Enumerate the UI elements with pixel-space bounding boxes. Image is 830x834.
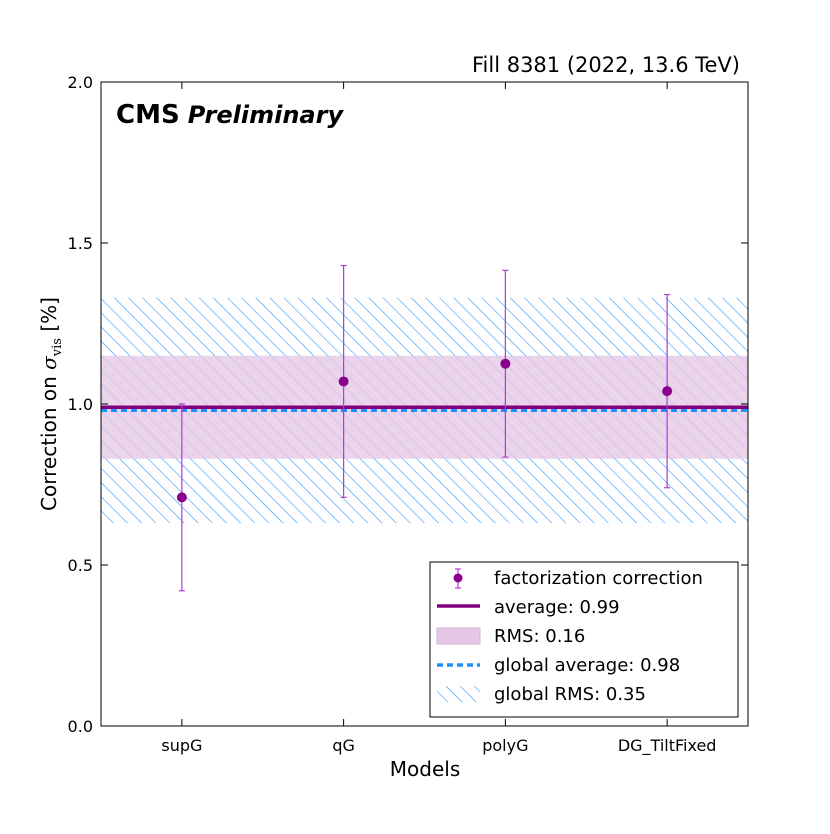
point-marker [500, 358, 511, 369]
point-marker [176, 492, 187, 503]
y-axis-title-suffix: [%] [37, 297, 61, 338]
legend-entry-global-average: global average: 0.98 [437, 655, 680, 676]
cms-label: CMS Preliminary [116, 100, 344, 130]
legend-point-symbol [453, 573, 463, 583]
legend-label-average: average: 0.99 [494, 597, 620, 618]
ticks-layer: 0.0 0.5 1.0 1.5 2.0 supG qG polyG DG_TiltFixed [68, 73, 748, 756]
legend-label-global-rms: global RMS: 0.35 [494, 684, 646, 705]
legend-entry-global-rms: global RMS: 0.35 [437, 684, 646, 705]
legend-label-factorization: factorization correction [494, 568, 703, 589]
legend-entry-factorization: factorization correction [453, 568, 703, 589]
data-point-qG [338, 264, 349, 498]
legend-entry-rms: RMS: 0.16 [436, 626, 585, 647]
y-tick-label: 1.0 [68, 395, 93, 414]
y-tick-label: 0.5 [68, 556, 93, 575]
point-marker [662, 386, 673, 397]
legend-box [429, 561, 739, 718]
data-point-supG [176, 403, 187, 592]
legend-rms-symbol [436, 627, 481, 645]
data-points-layer [176, 264, 673, 592]
data-point-polyG [500, 269, 511, 458]
legend: factorization correction average: 0.99 R… [429, 561, 739, 718]
point-marker [338, 376, 349, 387]
y-axis-title-prefix: Correction on [37, 370, 61, 511]
data-point-DG_TiltFixed [662, 293, 673, 489]
x-tick-label: qG [332, 736, 355, 755]
y-axis-title-symbol: σ [37, 355, 61, 370]
top-right-label: Fill 8381 (2022, 13.6 TeV) [472, 53, 740, 77]
x-tick-label: supG [161, 736, 202, 755]
x-axis-title: Models [390, 757, 460, 781]
legend-global-rms-symbol [437, 686, 480, 702]
y-axis-title-subscript: vis [50, 338, 65, 357]
legend-entry-average: average: 0.99 [437, 597, 620, 618]
cms-experiment: CMS [116, 100, 180, 130]
legend-label-global-average: global average: 0.98 [494, 655, 680, 676]
x-tick-label: DG_TiltFixed [618, 736, 717, 756]
y-tick-label: 0.0 [68, 717, 93, 736]
x-tick-label: polyG [482, 736, 528, 755]
y-axis-title: Correction on σvis [%] [37, 297, 65, 511]
y-tick-label: 1.5 [68, 234, 93, 253]
legend-label-rms: RMS: 0.16 [494, 626, 585, 647]
cms-status: Preliminary [188, 101, 345, 129]
y-tick-label: 2.0 [68, 73, 93, 92]
plot-frame [100, 81, 749, 727]
